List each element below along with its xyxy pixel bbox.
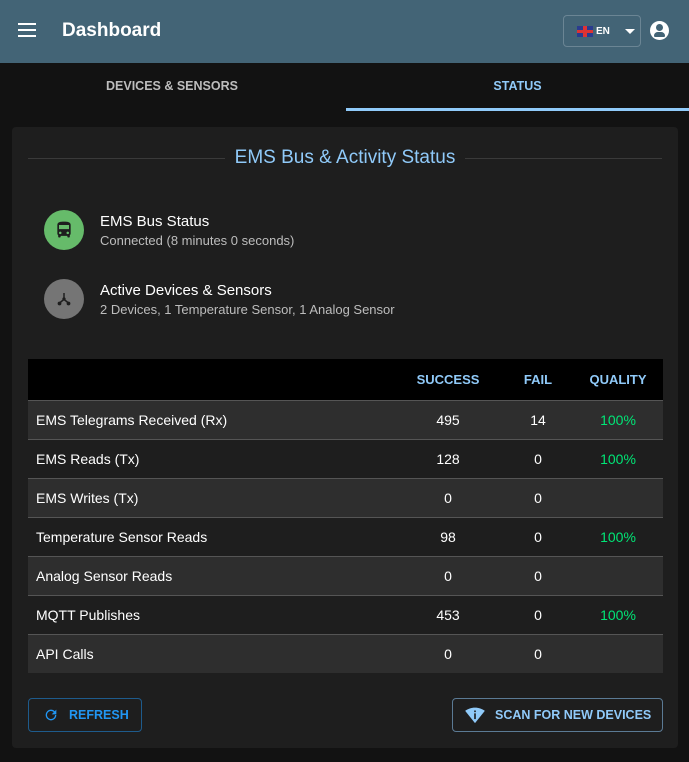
- fail-count: 0: [503, 594, 573, 634]
- table-row: Temperature Sensor Reads 98 0 100%: [28, 516, 663, 556]
- uk-flag-icon: [577, 25, 593, 37]
- caret-down-icon: [624, 28, 635, 34]
- device-hub-icon: [44, 279, 84, 319]
- quality: [573, 477, 663, 517]
- ems-bus-status-item: EMS Bus Status Connected (8 minutes 0 se…: [44, 210, 294, 250]
- row-label: Analog Sensor Reads: [28, 555, 393, 595]
- success-count: 98: [393, 516, 503, 556]
- scan-label: SCAN FOR NEW DEVICES: [495, 708, 652, 722]
- success-count: 0: [393, 633, 503, 673]
- quality: 100%: [573, 438, 663, 478]
- language-selector[interactable]: EN: [563, 15, 641, 47]
- item-subtitle: 2 Devices, 1 Temperature Sensor, 1 Analo…: [100, 301, 395, 317]
- bus-icon: [44, 210, 84, 250]
- quality: [573, 555, 663, 595]
- fail-count: 0: [503, 633, 573, 673]
- success-count: 495: [393, 399, 503, 439]
- item-title: Active Devices & Sensors: [100, 281, 272, 299]
- wifi-info-icon: [465, 707, 485, 724]
- item-title: EMS Bus Status: [100, 212, 210, 230]
- fail-count: 0: [503, 516, 573, 556]
- table-row: API Calls 0 0: [28, 633, 663, 673]
- row-label: EMS Writes (Tx): [28, 477, 393, 517]
- menu-icon[interactable]: [18, 23, 36, 37]
- tab-devices-sensors[interactable]: DEVICES & SENSORS: [106, 79, 238, 93]
- row-label: API Calls: [28, 633, 393, 673]
- divider: [465, 157, 663, 159]
- row-label: Temperature Sensor Reads: [28, 516, 393, 556]
- quality: 100%: [573, 516, 663, 556]
- success-count: 453: [393, 594, 503, 634]
- table-row: EMS Reads (Tx) 128 0 100%: [28, 438, 663, 478]
- success-count: 0: [393, 477, 503, 517]
- scan-devices-button[interactable]: SCAN FOR NEW DEVICES: [452, 698, 663, 732]
- fail-count: 14: [503, 399, 573, 439]
- refresh-button[interactable]: REFRESH: [28, 698, 142, 732]
- quality: 100%: [573, 399, 663, 439]
- fail-count: 0: [503, 477, 573, 517]
- success-count: 128: [393, 438, 503, 478]
- language-label: EN: [596, 25, 610, 37]
- quality: 100%: [573, 594, 663, 634]
- section-header: EMS Bus & Activity Status: [28, 147, 663, 169]
- quality: [573, 633, 663, 673]
- success-count: 0: [393, 555, 503, 595]
- column-header: [28, 359, 393, 400]
- fail-count: 0: [503, 555, 573, 595]
- section-title: EMS Bus & Activity Status: [234, 147, 456, 168]
- fail-count: 0: [503, 438, 573, 478]
- divider: [28, 157, 225, 159]
- table-row: Analog Sensor Reads 0 0: [28, 555, 663, 595]
- app-bar: Dashboard EN: [0, 0, 689, 63]
- active-devices-item: Active Devices & Sensors 2 Devices, 1 Te…: [44, 279, 395, 319]
- column-header-fail: FAIL: [503, 359, 573, 400]
- column-header-quality: QUALITY: [573, 359, 663, 400]
- row-label: EMS Reads (Tx): [28, 438, 393, 478]
- refresh-icon: [45, 709, 57, 721]
- column-header-success: SUCCESS: [393, 359, 503, 400]
- status-card: EMS Bus & Activity Status EMS Bus Status…: [12, 127, 678, 748]
- page-title: Dashboard: [62, 20, 162, 41]
- item-subtitle: Connected (8 minutes 0 seconds): [100, 232, 295, 248]
- activity-table: SUCCESS FAIL QUALITY EMS Telegrams Recei…: [28, 359, 663, 673]
- refresh-label: REFRESH: [69, 708, 129, 722]
- table-row: EMS Writes (Tx) 0 0: [28, 477, 663, 517]
- tab-bar: DEVICES & SENSORS STATUS: [0, 63, 689, 111]
- table-row: MQTT Publishes 453 0 100%: [28, 594, 663, 634]
- account-icon[interactable]: [650, 21, 669, 40]
- row-label: EMS Telegrams Received (Rx): [28, 399, 393, 439]
- table-header: SUCCESS FAIL QUALITY: [28, 359, 663, 400]
- tab-status[interactable]: STATUS: [346, 63, 689, 111]
- row-label: MQTT Publishes: [28, 594, 393, 634]
- table-row: EMS Telegrams Received (Rx) 495 14 100%: [28, 399, 663, 439]
